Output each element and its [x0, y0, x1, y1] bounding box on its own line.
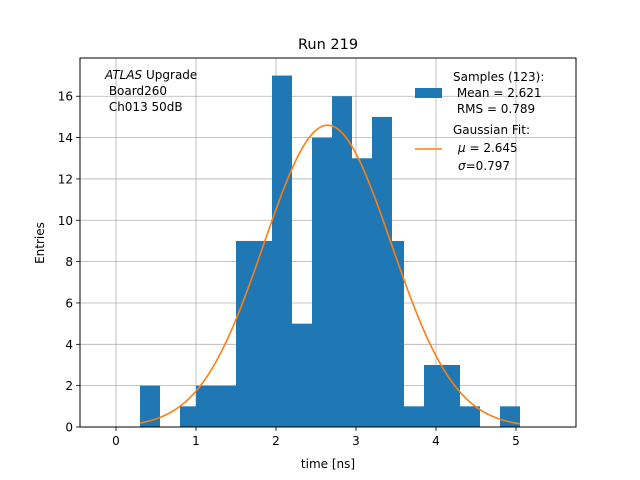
- histogram-bar: [292, 323, 312, 427]
- histogram-bar: [460, 406, 480, 427]
- histogram-bar: [424, 364, 444, 427]
- sigma-value: =0.797: [466, 159, 510, 173]
- atlas-label: ATLAS Upgrade: [104, 68, 197, 82]
- legend-samples-mean: Mean = 2.621: [453, 86, 542, 100]
- mu-value: = 2.645: [466, 141, 518, 155]
- y-tick-label: 4: [65, 338, 73, 352]
- x-tick-label: 3: [352, 434, 360, 448]
- histogram-bar: [180, 406, 196, 427]
- histogram-bar: [372, 116, 392, 428]
- histogram-bar: [236, 240, 272, 427]
- x-tick-label: 0: [112, 434, 120, 448]
- y-tick-label: 16: [58, 90, 73, 104]
- upgrade-word: Upgrade: [142, 68, 197, 82]
- legend-fit-sigma: σ=0.797: [458, 159, 510, 173]
- histogram-bars: [140, 75, 520, 428]
- y-tick-label: 14: [58, 131, 73, 145]
- histogram-bar: [392, 240, 404, 427]
- histogram-bar: [272, 75, 292, 428]
- histogram-bar: [332, 96, 352, 427]
- x-tick-label: 2: [272, 434, 280, 448]
- atlas-annotation: ATLAS Upgrade Board260 Ch013 50dB: [104, 68, 197, 114]
- legend-samples-rms: RMS = 0.789: [453, 102, 535, 116]
- chart-title: Run 219: [298, 37, 358, 53]
- y-tick-label: 0: [65, 421, 73, 435]
- legend-fit-mu: μ = 2.645: [457, 141, 518, 155]
- y-tick-label: 2: [65, 379, 73, 393]
- y-tick-label: 8: [65, 255, 73, 269]
- channel-label: Ch013 50dB: [105, 100, 183, 114]
- legend: Samples (123): Mean = 2.621 RMS = 0.789 …: [415, 70, 544, 173]
- legend-fit-title: Gaussian Fit:: [453, 123, 530, 137]
- histogram-bar: [444, 364, 460, 427]
- histogram-bar: [352, 158, 372, 427]
- x-tick-label: 1: [192, 434, 200, 448]
- y-axis-label: Entries: [33, 222, 47, 264]
- x-axis-label: time [ns]: [301, 457, 355, 471]
- plot-frame: [79, 57, 577, 428]
- histogram-bar: [404, 406, 424, 427]
- x-tick-label: 5: [512, 434, 520, 448]
- histogram-bar: [312, 137, 332, 427]
- y-tick-label: 12: [58, 172, 73, 186]
- x-axis-ticks: 0 1 2 3 4 5: [112, 427, 520, 448]
- y-tick-label: 6: [65, 296, 73, 310]
- gaussian-fit-curve: [139, 124, 521, 425]
- atlas-word: ATLAS: [104, 68, 143, 82]
- y-axis-ticks: 0 2 4 6 8 10 12 14 16: [58, 90, 80, 435]
- y-tick-label: 10: [58, 214, 73, 228]
- x-tick-label: 4: [432, 434, 440, 448]
- histogram-bar: [140, 385, 160, 427]
- mu-symbol: μ: [457, 141, 466, 155]
- board-label: Board260: [105, 84, 167, 98]
- legend-samples-title: Samples (123):: [453, 70, 544, 84]
- histogram-bar: [500, 406, 520, 427]
- sigma-symbol: σ: [458, 159, 466, 173]
- legend-samples-swatch: [415, 88, 442, 98]
- histogram-bar: [196, 385, 236, 427]
